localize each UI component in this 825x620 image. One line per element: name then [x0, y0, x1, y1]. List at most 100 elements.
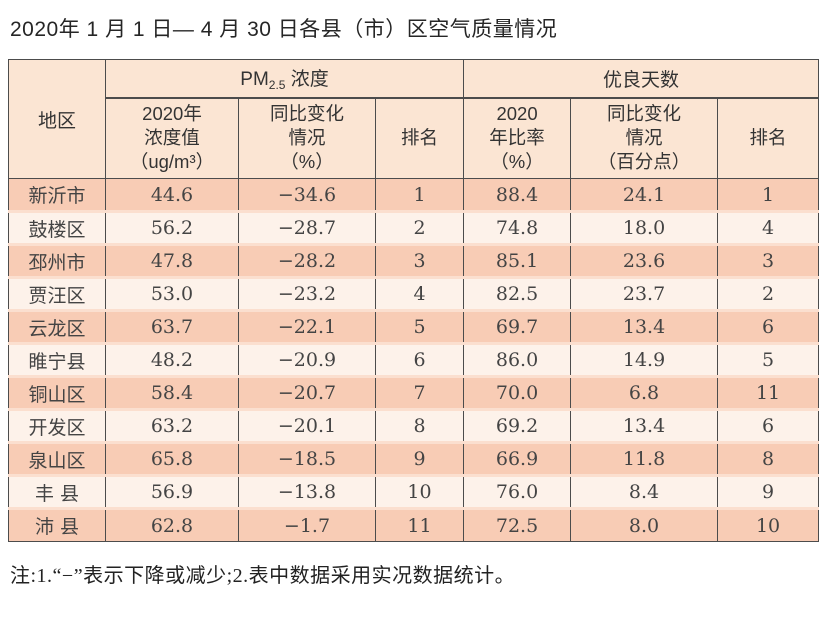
cell-pm-value: 65.8 — [105, 442, 239, 476]
table-header: 地区 PM2.5 浓度 优良天数 2020年 浓度值 （ug/m³） 同比变化 … — [8, 59, 820, 179]
table-row: 沛 县 62.8 −1.7 11 72.5 8.0 10 — [8, 508, 820, 542]
cell-pm-change: −28.2 — [238, 244, 376, 278]
cell-pm-rank: 4 — [374, 277, 465, 311]
column-header-pm-rank: 排名 — [374, 97, 465, 179]
cell-region: 泉山区 — [8, 442, 106, 476]
cell-good-change: 23.6 — [570, 244, 719, 278]
table-row: 开发区 63.2 −20.1 8 69.2 13.4 6 — [8, 409, 820, 443]
cell-pm-change: −20.9 — [238, 343, 376, 377]
cell-good-rank: 2 — [717, 277, 820, 311]
cell-good-change: 24.1 — [570, 178, 719, 212]
cell-pm-change: −23.2 — [238, 277, 376, 311]
page: 2020年 1 月 1 日— 4 月 30 日各县（市）区空气质量情况 地区 P… — [8, 18, 820, 587]
cell-good-rank: 3 — [717, 244, 820, 278]
cell-good-change: 6.8 — [570, 376, 719, 410]
cell-good-ratio: 86.0 — [463, 343, 572, 377]
cell-good-ratio: 69.2 — [463, 409, 572, 443]
cell-good-rank: 9 — [717, 475, 820, 509]
cell-pm-rank: 2 — [374, 211, 465, 245]
cell-region: 睢宁县 — [8, 343, 106, 377]
cell-pm-value: 56.9 — [105, 475, 239, 509]
cell-region: 铜山区 — [8, 376, 106, 410]
table-row: 泉山区 65.8 −18.5 9 66.9 11.8 8 — [8, 442, 820, 476]
table-row: 新沂市 44.6 −34.6 1 88.4 24.1 1 — [8, 178, 820, 212]
column-group-pm25: PM2.5 浓度 — [104, 59, 465, 99]
cell-good-change: 8.0 — [570, 508, 719, 542]
table-row: 睢宁县 48.2 −20.9 6 86.0 14.9 5 — [8, 343, 820, 377]
cell-good-ratio: 85.1 — [463, 244, 572, 278]
cell-good-rank: 10 — [717, 508, 820, 542]
cell-region: 邳州市 — [8, 244, 106, 278]
cell-region: 开发区 — [8, 409, 106, 443]
table-row: 丰 县 56.9 −13.8 10 76.0 8.4 9 — [8, 475, 820, 509]
cell-pm-rank: 1 — [374, 178, 465, 212]
cell-good-rank: 8 — [717, 442, 820, 476]
cell-pm-value: 56.2 — [105, 211, 239, 245]
cell-good-rank: 11 — [717, 376, 820, 410]
cell-good-ratio: 76.0 — [463, 475, 572, 509]
cell-good-ratio: 82.5 — [463, 277, 572, 311]
cell-pm-rank: 10 — [374, 475, 465, 509]
cell-good-change: 23.7 — [570, 277, 719, 311]
cell-region: 云龙区 — [8, 310, 106, 344]
cell-pm-rank: 11 — [374, 508, 465, 542]
column-header-good-ratio: 2020 年比率 （%） — [463, 97, 572, 179]
cell-good-rank: 6 — [717, 310, 820, 344]
cell-good-ratio: 66.9 — [463, 442, 572, 476]
cell-pm-change: −22.1 — [238, 310, 376, 344]
cell-pm-change: −1.7 — [238, 508, 376, 542]
pm25-label-prefix: PM — [240, 69, 269, 91]
table-row: 邳州市 47.8 −28.2 3 85.1 23.6 3 — [8, 244, 820, 278]
column-header-region: 地区 — [8, 59, 106, 179]
air-quality-table: 地区 PM2.5 浓度 优良天数 2020年 浓度值 （ug/m³） 同比变化 … — [8, 59, 820, 542]
cell-good-ratio: 88.4 — [463, 178, 572, 212]
cell-pm-value: 62.8 — [105, 508, 239, 542]
cell-pm-rank: 5 — [374, 310, 465, 344]
column-header-pm-value: 2020年 浓度值 （ug/m³） — [105, 97, 239, 179]
cell-pm-rank: 6 — [374, 343, 465, 377]
cell-pm-change: −13.8 — [238, 475, 376, 509]
cell-good-rank: 1 — [717, 178, 820, 212]
cell-pm-value: 44.6 — [105, 178, 239, 212]
column-header-pm-change: 同比变化 情况 （%） — [238, 97, 376, 179]
column-header-good-change: 同比变化 情况 （百分点） — [570, 97, 719, 179]
cell-good-rank: 4 — [717, 211, 820, 245]
table-row: 鼓楼区 56.2 −28.7 2 74.8 18.0 4 — [8, 211, 820, 245]
cell-pm-value: 48.2 — [105, 343, 239, 377]
header-sub-row: 2020年 浓度值 （ug/m³） 同比变化 情况 （%） 排名 2020 年比… — [9, 97, 820, 179]
cell-good-ratio: 72.5 — [463, 508, 572, 542]
cell-pm-rank: 3 — [374, 244, 465, 278]
table-body: 新沂市 44.6 −34.6 1 88.4 24.1 1 鼓楼区 56.2 −28.7 2 74.8 1… — [8, 178, 820, 542]
cell-good-change: 14.9 — [570, 343, 719, 377]
cell-good-rank: 6 — [717, 409, 820, 443]
cell-pm-value: 63.2 — [105, 409, 239, 443]
cell-pm-change: −28.7 — [238, 211, 376, 245]
cell-pm-value: 63.7 — [105, 310, 239, 344]
page-title: 2020年 1 月 1 日— 4 月 30 日各县（市）区空气质量情况 — [10, 18, 558, 41]
cell-pm-rank: 7 — [374, 376, 465, 410]
cell-good-change: 8.4 — [570, 475, 719, 509]
column-header-good-rank: 排名 — [717, 97, 820, 179]
cell-good-ratio: 69.7 — [463, 310, 572, 344]
cell-pm-value: 47.8 — [105, 244, 239, 278]
footnote: 注:1.“−”表示下降或减少;2.表中数据采用实况数据统计。 — [10, 565, 516, 587]
cell-region: 新沂市 — [8, 178, 106, 212]
cell-pm-change: −34.6 — [238, 178, 376, 212]
cell-region: 丰 县 — [8, 475, 106, 509]
table-row: 云龙区 63.7 −22.1 5 69.7 13.4 6 — [8, 310, 820, 344]
table-row: 铜山区 58.4 −20.7 7 70.0 6.8 11 — [8, 376, 820, 410]
column-group-good-days: 优良天数 — [463, 59, 820, 99]
cell-pm-change: −20.7 — [238, 376, 376, 410]
cell-region: 鼓楼区 — [8, 211, 106, 245]
cell-good-ratio: 74.8 — [463, 211, 572, 245]
cell-pm-change: −20.1 — [238, 409, 376, 443]
cell-pm-value: 58.4 — [105, 376, 239, 410]
pm25-label-subscript: 2.5 — [268, 78, 286, 93]
cell-good-ratio: 70.0 — [463, 376, 572, 410]
cell-pm-rank: 9 — [374, 442, 465, 476]
table-row: 贾汪区 53.0 −23.2 4 82.5 23.7 2 — [8, 277, 820, 311]
cell-good-change: 13.4 — [570, 409, 719, 443]
cell-good-change: 13.4 — [570, 310, 719, 344]
pm25-label-suffix: 浓度 — [285, 69, 329, 91]
cell-region: 贾汪区 — [8, 277, 106, 311]
